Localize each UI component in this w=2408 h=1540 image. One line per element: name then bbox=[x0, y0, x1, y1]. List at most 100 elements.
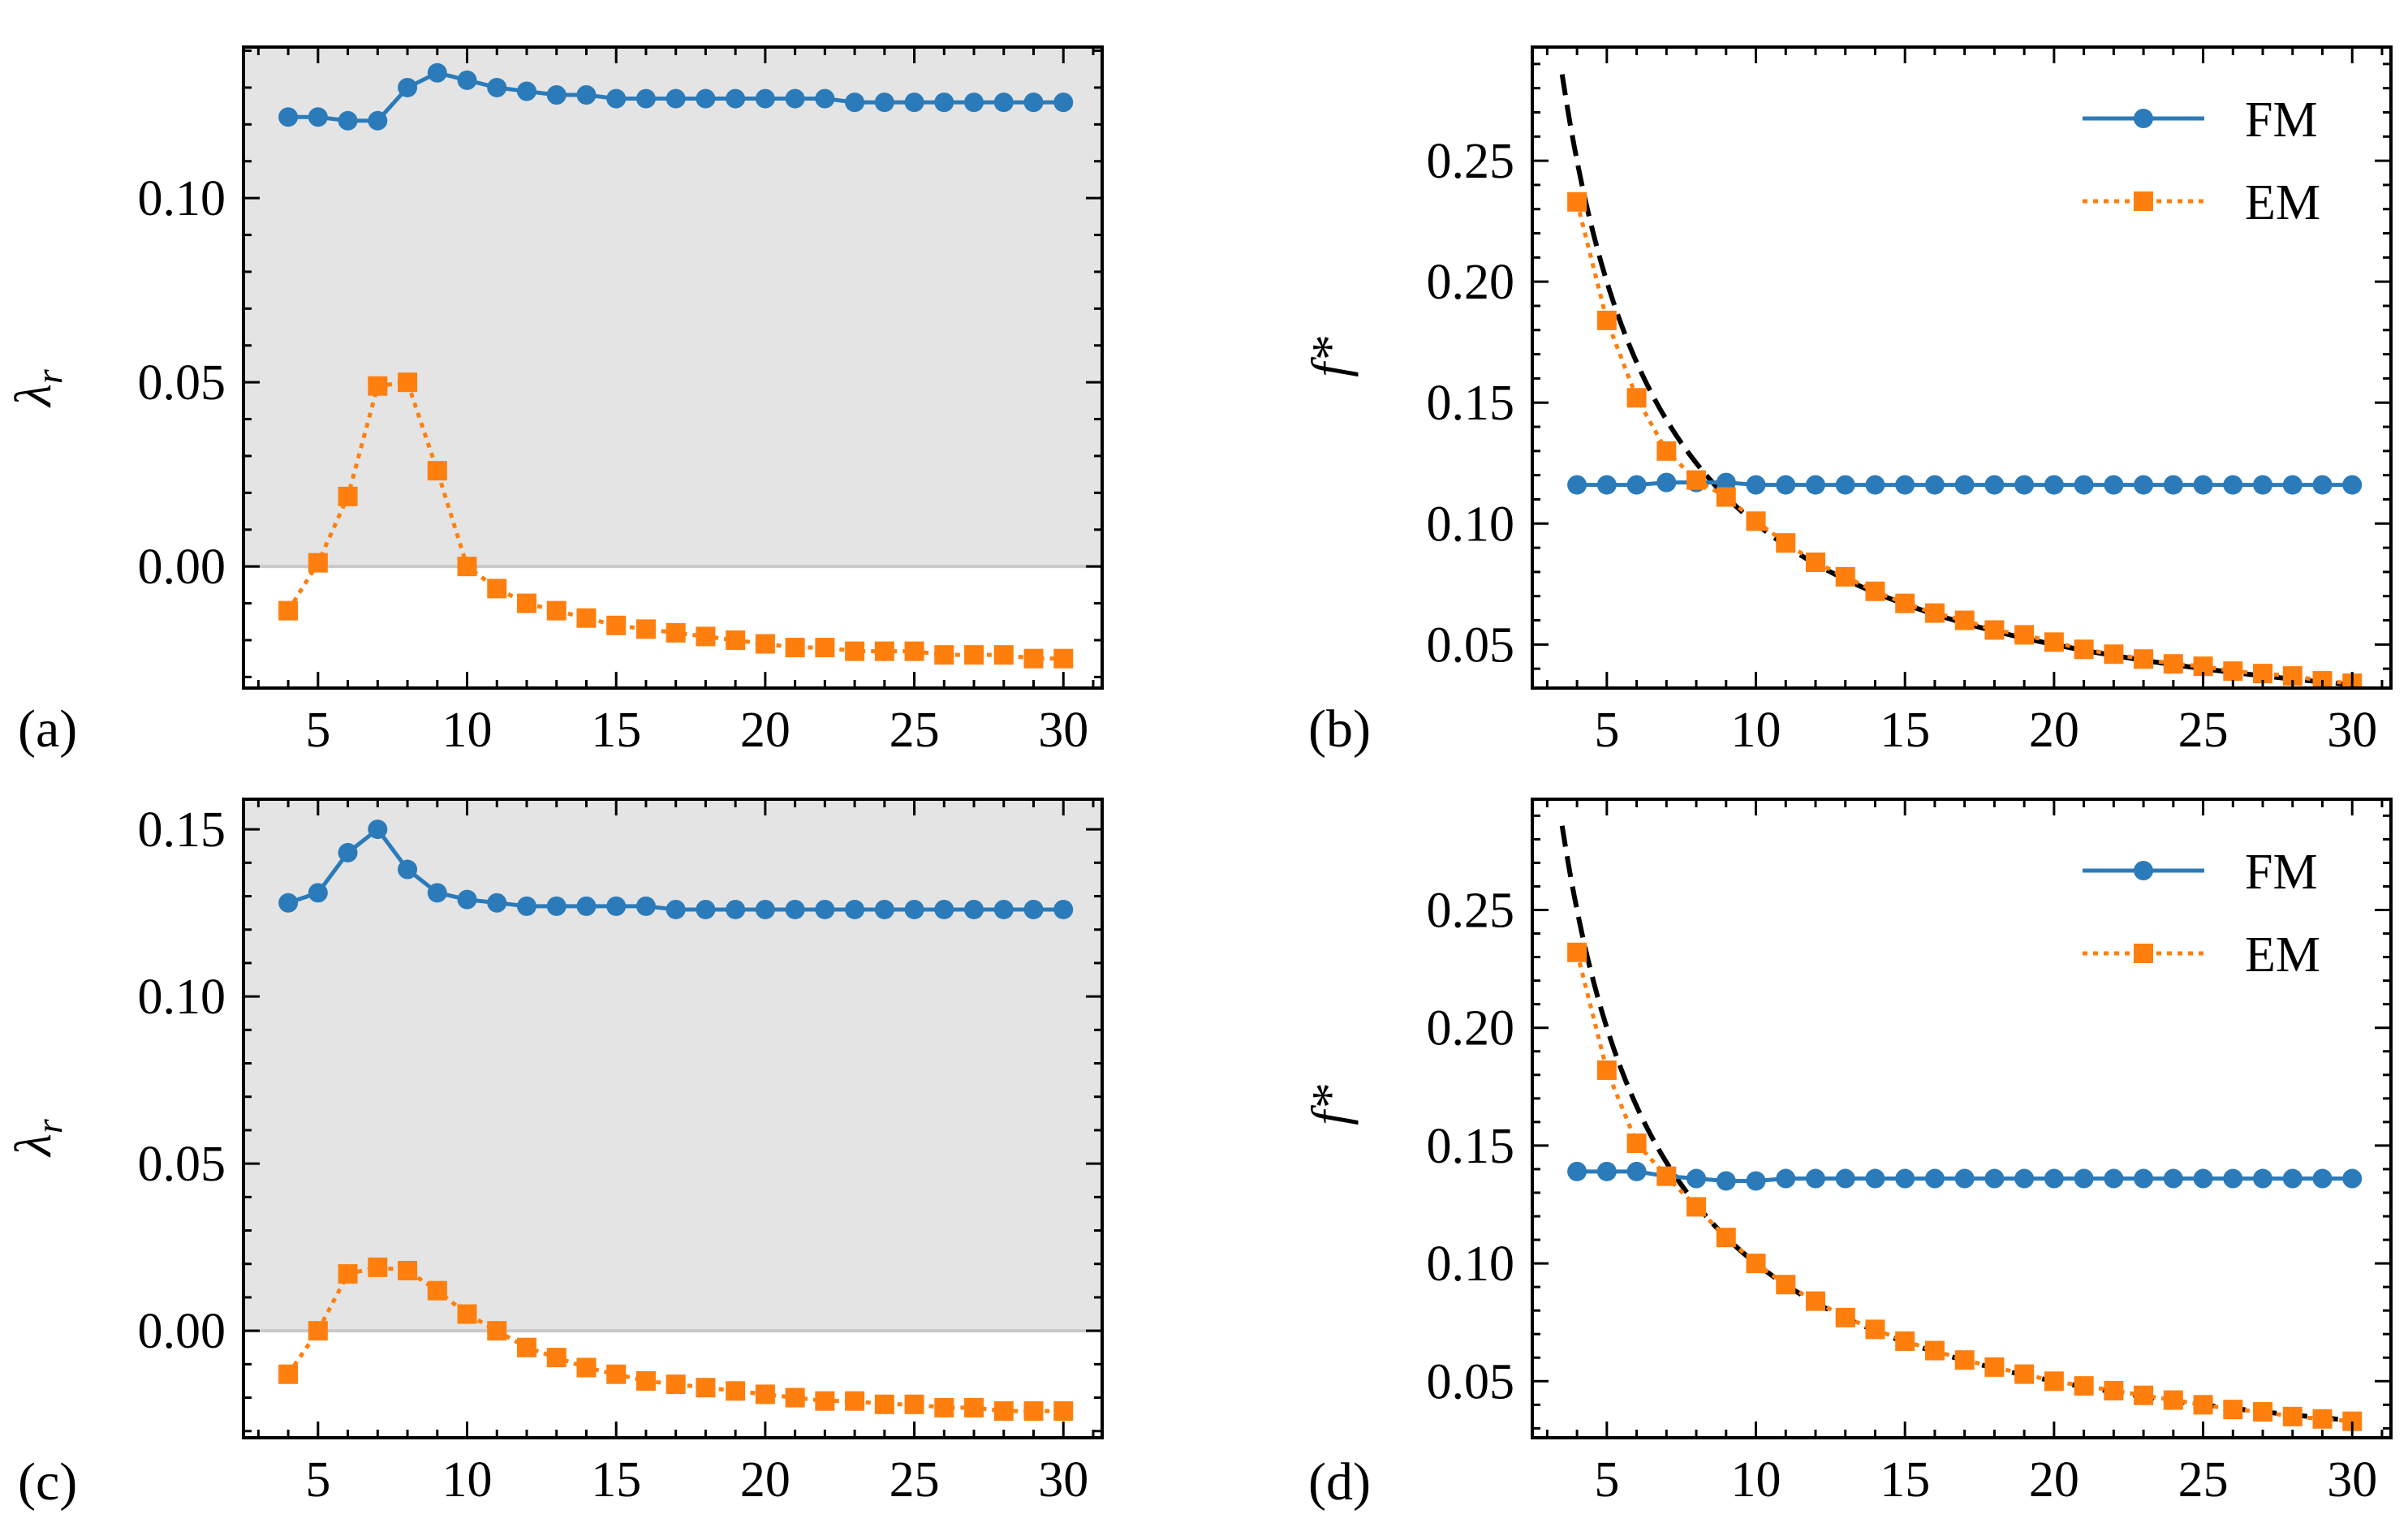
y-tick-label: 0.05 bbox=[138, 1137, 226, 1192]
data-point-em bbox=[2014, 625, 2035, 645]
x-tick-label: 25 bbox=[890, 1452, 940, 1508]
data-point-em bbox=[2134, 649, 2154, 669]
data-point-em bbox=[785, 638, 805, 658]
legend-label-fm: FM bbox=[2245, 845, 2318, 900]
data-point-fm bbox=[2223, 1168, 2243, 1189]
data-point-em bbox=[1053, 648, 1074, 669]
data-point-em bbox=[576, 1357, 597, 1378]
data-point-em bbox=[308, 1321, 328, 1341]
data-point-fm bbox=[1567, 475, 1587, 495]
panel-label: (d) bbox=[1308, 1452, 1371, 1512]
axes-frame bbox=[1531, 45, 2393, 690]
data-point-fm bbox=[2342, 1168, 2363, 1189]
data-point-em bbox=[2104, 1380, 2124, 1400]
y-tick-label: 0.10 bbox=[1427, 1237, 1515, 1292]
data-point-fm bbox=[606, 896, 627, 916]
data-point-fm bbox=[1656, 472, 1677, 493]
y-axis-label-subscript: r bbox=[28, 368, 70, 384]
data-point-fm bbox=[2282, 1168, 2302, 1189]
legend: FM EM bbox=[2083, 845, 2320, 983]
data-point-fm bbox=[1746, 1171, 1766, 1191]
data-point-em bbox=[1567, 942, 1587, 962]
data-point-fm bbox=[1865, 1168, 1885, 1189]
x-ticks bbox=[1545, 47, 2384, 688]
data-point-em bbox=[2074, 1376, 2094, 1396]
data-point-em bbox=[666, 622, 686, 643]
axes-frame bbox=[242, 45, 1104, 690]
legend-marker-em bbox=[2134, 191, 2153, 211]
data-point-em bbox=[278, 600, 299, 621]
x-tick-label: 15 bbox=[591, 703, 641, 758]
data-point-fm bbox=[606, 88, 627, 109]
data-point-fm bbox=[2193, 1168, 2213, 1189]
legend-label-fm: FM bbox=[2245, 92, 2318, 148]
data-point-fm bbox=[874, 92, 894, 113]
data-point-em bbox=[964, 1397, 984, 1417]
data-point-fm bbox=[904, 92, 924, 113]
data-point-fm bbox=[964, 899, 984, 919]
data-point-fm bbox=[755, 88, 775, 109]
x-tick-label: 30 bbox=[2327, 703, 2377, 758]
data-point-em bbox=[2223, 661, 2243, 682]
data-point-em bbox=[1716, 487, 1736, 507]
data-point-fm bbox=[2342, 475, 2363, 495]
data-point-fm bbox=[278, 893, 299, 913]
data-point-em bbox=[904, 641, 924, 661]
data-point-em bbox=[1776, 533, 1796, 553]
data-point-em bbox=[755, 634, 775, 654]
data-point-em bbox=[2282, 1406, 2302, 1426]
data-point-fm bbox=[1596, 1161, 1617, 1181]
data-point-em bbox=[427, 1280, 447, 1301]
data-point-em bbox=[1805, 1291, 1825, 1311]
x-tick-label: 25 bbox=[2178, 703, 2229, 758]
data-point-fm bbox=[516, 896, 536, 916]
data-point-fm bbox=[666, 88, 686, 109]
data-point-fm bbox=[1626, 1161, 1647, 1181]
data-point-fm bbox=[576, 85, 597, 105]
data-point-em bbox=[904, 1394, 924, 1414]
data-point-fm bbox=[457, 889, 477, 910]
series-em bbox=[278, 372, 1074, 669]
y-axis-label-main: λ bbox=[4, 1133, 62, 1158]
x-tick-label: 5 bbox=[305, 1452, 330, 1508]
series-fm bbox=[278, 62, 1074, 131]
data-point-fm bbox=[308, 883, 328, 903]
data-point-fm bbox=[516, 81, 536, 101]
data-point-fm bbox=[2014, 475, 2035, 495]
data-point-em bbox=[457, 1304, 477, 1324]
data-point-fm bbox=[2074, 1168, 2094, 1189]
legend-marker-fm bbox=[2134, 109, 2153, 128]
data-point-em bbox=[1805, 552, 1825, 572]
series-fm bbox=[1567, 1161, 2363, 1191]
data-point-fm bbox=[1954, 1168, 1975, 1189]
data-point-em bbox=[1954, 610, 1975, 630]
data-point-em bbox=[785, 1387, 805, 1408]
data-point-fm bbox=[398, 77, 418, 97]
panel-label: (a) bbox=[18, 699, 77, 759]
y-tick-label: 0.20 bbox=[1427, 255, 1515, 310]
x-tick-label: 10 bbox=[442, 703, 493, 758]
data-point-fm bbox=[904, 899, 924, 919]
data-point-fm bbox=[2074, 475, 2094, 495]
data-point-fm bbox=[1835, 475, 1855, 495]
data-point-fm bbox=[1895, 475, 1915, 495]
data-point-fm bbox=[2014, 1168, 2035, 1189]
data-point-fm bbox=[785, 88, 805, 109]
y-ticks bbox=[243, 828, 1102, 1433]
data-point-fm bbox=[815, 88, 835, 109]
x-tick-label: 10 bbox=[442, 1452, 493, 1508]
data-point-fm bbox=[1895, 1168, 1915, 1189]
reference-curve bbox=[1559, 74, 2353, 688]
x-tick-label: 30 bbox=[1038, 703, 1088, 758]
data-point-em bbox=[2104, 644, 2124, 665]
data-point-fm bbox=[993, 92, 1014, 113]
data-point-fm bbox=[2312, 1168, 2333, 1189]
panel-c: 5 10 15 20 25 30 0.00 0.05 0.10 0.15 λr (c) bbox=[4, 798, 1104, 1512]
data-point-em bbox=[398, 1260, 418, 1280]
panel-a: 5 10 15 20 25 30 0.00 0.05 0.10 λr (a) bbox=[4, 45, 1104, 759]
data-point-em bbox=[1954, 1350, 1975, 1370]
data-point-em bbox=[368, 376, 388, 396]
y-tick-label: 0.00 bbox=[138, 1304, 226, 1359]
data-point-fm bbox=[308, 107, 328, 127]
